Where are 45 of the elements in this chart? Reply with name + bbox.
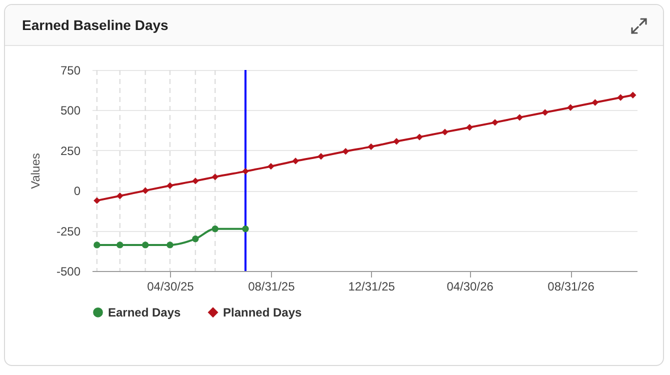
point (466, 124, 473, 131)
point (393, 138, 400, 145)
point (542, 109, 548, 116)
point (116, 192, 124, 200)
x-tick-label: 04/30/25 (147, 280, 194, 294)
point (592, 99, 598, 106)
point (368, 143, 374, 150)
point (142, 187, 149, 194)
point (166, 182, 174, 189)
point (142, 242, 149, 248)
legend-label: Earned Days (108, 305, 182, 320)
point (192, 178, 199, 184)
point (116, 242, 124, 248)
y-tick-label: 250 (60, 144, 81, 158)
point (212, 174, 218, 180)
x-tick-label: 08/31/26 (548, 280, 595, 294)
point (242, 168, 249, 175)
y-tick-label: -500 (56, 264, 81, 278)
x-tick-label: 12/31/25 (348, 280, 396, 294)
point (166, 242, 174, 248)
point (292, 158, 299, 164)
y-tick-label: 500 (60, 104, 81, 118)
point (192, 235, 199, 242)
point (492, 119, 498, 126)
y-axis-title: Values (28, 153, 42, 189)
y-tick-label: 750 (60, 64, 81, 78)
point (442, 128, 448, 136)
point (630, 92, 636, 98)
point (416, 134, 423, 140)
y-tick-label: -250 (56, 224, 81, 238)
point (342, 148, 349, 155)
y-tick-label: 0 (74, 184, 81, 198)
point (94, 242, 100, 248)
legend-label: Planned Days (223, 305, 302, 320)
point (318, 152, 324, 160)
point (212, 226, 218, 232)
point (617, 94, 624, 101)
x-tick-label: 04/30/26 (446, 280, 494, 294)
point (268, 162, 274, 170)
point (94, 197, 100, 204)
x-tick-label: 08/31/25 (248, 280, 296, 294)
point (516, 114, 523, 121)
point (567, 104, 574, 111)
point (242, 226, 249, 232)
chart-title: Earned Baseline Days (22, 17, 168, 33)
